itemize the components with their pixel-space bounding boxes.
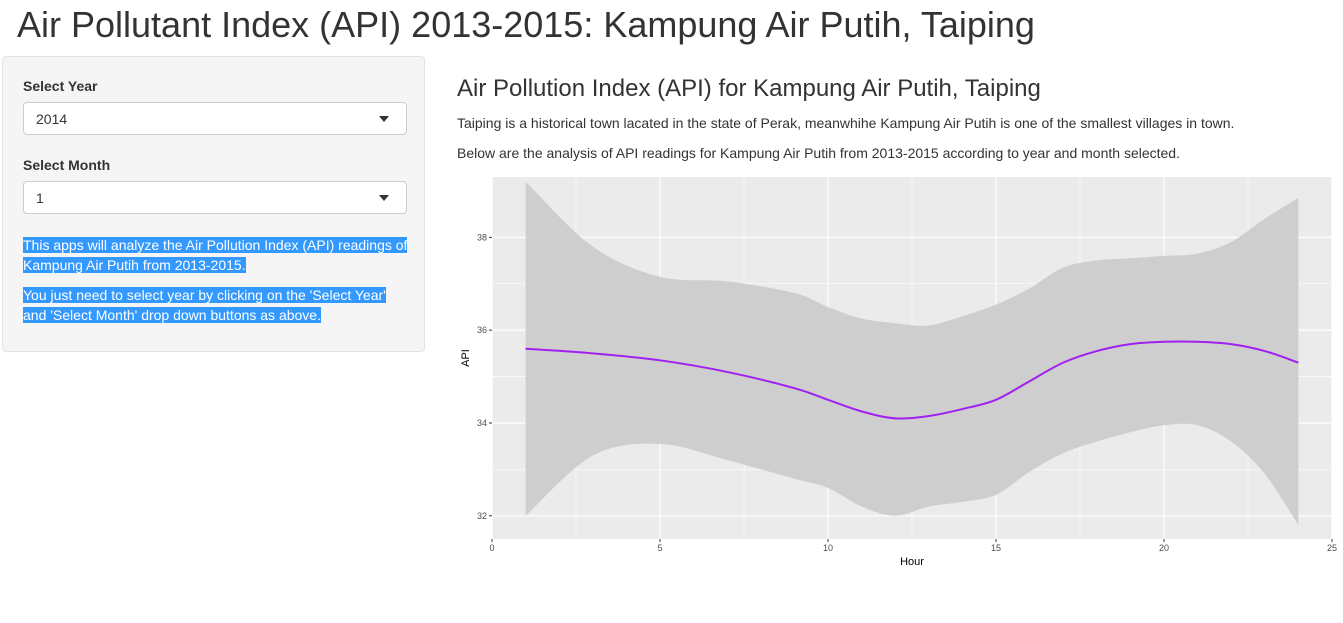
x-tick-label: 20: [1159, 543, 1169, 553]
y-tick-label: 38: [477, 232, 487, 242]
select-year-dropdown[interactable]: 2014: [23, 102, 407, 135]
x-tick-label: 15: [991, 543, 1001, 553]
chevron-down-icon: [379, 116, 389, 122]
chevron-down-icon: [379, 195, 389, 201]
x-tick-label: 10: [823, 543, 833, 553]
y-tick-label: 32: [477, 511, 487, 521]
x-axis-title: Hour: [900, 556, 924, 568]
y-tick-label: 34: [477, 418, 487, 428]
select-month-dropdown[interactable]: 1: [23, 181, 407, 214]
confidence-ribbon: [525, 181, 1299, 526]
description-paragraph-1: Taiping is a historical town lacated in …: [457, 115, 1235, 131]
api-line-chart: 0 5 10 15 20 25 32 34 36 38 Hour API: [460, 177, 1337, 568]
page-title: Air Pollutant Index (API) 2013-2015: Kam…: [17, 4, 1035, 45]
x-tick-label: 25: [1327, 543, 1337, 553]
description-paragraph-2: Below are the analysis of API readings f…: [457, 145, 1180, 161]
sidebar-info-text-1: This apps will analyze the Air Pollution…: [23, 237, 408, 273]
sidebar-info-text-2: You just need to select year by clicking…: [23, 287, 386, 323]
select-month-value: 1: [36, 190, 44, 206]
y-tick-label: 36: [477, 325, 487, 335]
select-month-label: Select Month: [23, 157, 111, 173]
main-heading: Air Pollution Index (API) for Kampung Ai…: [457, 75, 1041, 102]
x-tick-label: 0: [489, 543, 494, 553]
x-tick-label: 5: [657, 543, 662, 553]
sidebar-panel: Select Year 2014 Select Month 1 This app…: [2, 56, 425, 352]
select-year-label: Select Year: [23, 78, 98, 94]
api-trend-line: [525, 340, 1299, 420]
y-axis-title: API: [460, 349, 472, 367]
select-year-value: 2014: [36, 111, 68, 127]
